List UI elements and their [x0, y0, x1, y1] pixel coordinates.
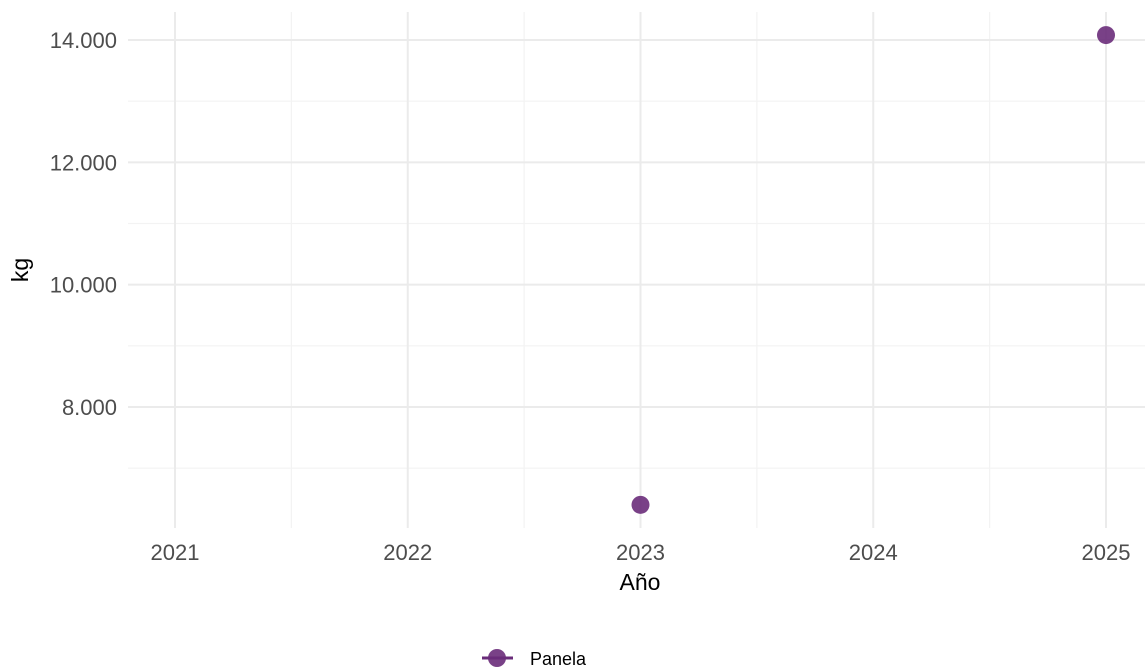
legend-label-panela: Panela: [530, 649, 587, 669]
x-axis-title: Año: [620, 569, 661, 595]
x-tick-label: 2025: [1082, 540, 1131, 565]
y-tick-label: 12.000: [50, 150, 117, 175]
legend: Panela: [482, 649, 587, 669]
data-point: [631, 495, 650, 514]
data-points: [631, 26, 1115, 514]
x-tick-label: 2022: [383, 540, 432, 565]
y-tick-label: 10.000: [50, 273, 117, 298]
y-tick-label: 8.000: [62, 395, 117, 420]
y-axis-ticks: 8.000 10.000 12.000 14.000: [50, 28, 117, 420]
grid: [128, 12, 1145, 528]
x-axis-ticks: 2021 2022 2023 2024 2025: [151, 540, 1131, 565]
legend-key-point: [488, 649, 506, 667]
x-tick-label: 2021: [151, 540, 200, 565]
y-axis-title: kg: [7, 258, 33, 282]
data-point: [1097, 26, 1115, 45]
x-tick-label: 2023: [616, 540, 665, 565]
y-tick-label: 14.000: [50, 28, 117, 53]
x-tick-label: 2024: [849, 540, 898, 565]
